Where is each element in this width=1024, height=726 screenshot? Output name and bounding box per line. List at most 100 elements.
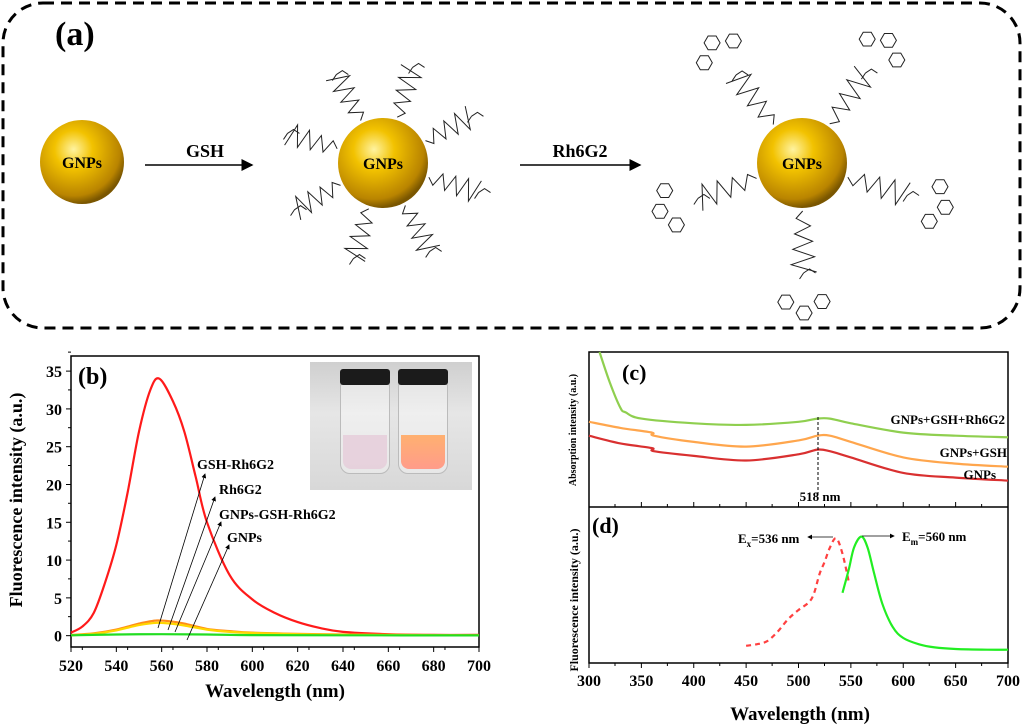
ligand-chain (325, 74, 365, 121)
x-tick-label: 600 (240, 658, 264, 675)
ligand-chain (392, 64, 423, 118)
ligand-chain (847, 173, 911, 207)
ligand-branch (693, 193, 711, 205)
aromatic-ring (931, 179, 949, 195)
series-gnps (588, 434, 1009, 482)
aromatic-ring (724, 33, 742, 49)
annotation-arrow (174, 521, 222, 633)
legend-gnps: GNPs (964, 467, 997, 482)
sphere-label-3: GNPs (782, 156, 822, 173)
plot-b-ticks: 520 540 560 580 600 620 640 660 680 700 0 5 10 15 20 25… (46, 351, 491, 675)
aromatic-ring (651, 203, 669, 219)
y-tick-label: 0 (54, 629, 62, 646)
x-tick-label: 660 (376, 658, 400, 675)
x-tick-label: 450 (734, 673, 758, 690)
arrow-gsh-label: GSH (186, 141, 224, 161)
ligand-chain (343, 208, 374, 262)
y-tick-label: 5 (54, 591, 62, 608)
annotation-arrow (157, 473, 207, 629)
x-tick-label: 580 (195, 658, 219, 675)
vial-fluorescent (398, 369, 448, 474)
ligand-chain (294, 181, 341, 221)
sphere-label-1: GNPs (62, 155, 102, 172)
aromatic-ring (695, 55, 713, 71)
gnp-sphere-2 (338, 118, 428, 208)
aromatic-ring (920, 213, 938, 229)
plot-b-xlabel: Wavelength (nm) (205, 681, 345, 702)
x-tick-label: 640 (331, 658, 355, 675)
plot-b-ylabel: Fluorescence intensity (a.u.) (6, 393, 27, 608)
x-tick-label: 550 (839, 673, 863, 690)
y-tick-label: 15 (46, 515, 62, 532)
dashed-border (1, 1, 1022, 330)
annotation-518nm: 518 nm (800, 489, 841, 504)
ligand-chain (425, 105, 472, 145)
ligand-chain (789, 210, 817, 273)
plot-d-ylabel: Fluorescence intensity (a.u.) (567, 528, 581, 671)
ligand-branch (425, 246, 442, 258)
annotation-arrow (167, 496, 216, 631)
panel-c-label: (c) (622, 360, 646, 385)
y-tick-label: 25 (46, 440, 62, 457)
series-emission (841, 535, 1009, 651)
panel-cd: 300 350 400 450 500 550 600 650 700 (c) (d) Abso… (567, 351, 1020, 725)
x-tick-label: 350 (629, 673, 653, 690)
x-tick-label: 520 (59, 658, 83, 675)
ligand-branch (290, 205, 307, 216)
ligand-branch (349, 253, 366, 265)
x-tick-label: 540 (104, 658, 128, 675)
plot-b-lines (70, 377, 480, 637)
plot-d-xlabel: Wavelength (nm) (730, 704, 870, 725)
ligand-branch (467, 111, 484, 123)
sphere-label-2: GNPs (363, 156, 403, 173)
aromatic-ring (879, 33, 897, 48)
ligand-branch (799, 268, 816, 280)
panel-b-label: (b) (78, 364, 107, 390)
annotation-arrow (186, 544, 230, 641)
aromatic-ring (703, 35, 721, 51)
aromatic-ring (777, 294, 795, 310)
panel-b: 520 540 560 580 600 620 640 660 680 700 0 5 10 15 20 25… (6, 351, 491, 702)
legend-gnps-gsh-rh6g2: GNPs+GSH+Rh6G2 (891, 412, 1006, 427)
plot-d-lines (745, 535, 1009, 651)
vials-photo-inset (310, 362, 472, 490)
ligand-branch (860, 68, 878, 80)
ligand-chain (701, 173, 757, 211)
x-tick-label: 600 (891, 673, 915, 690)
aromatic-ring (795, 305, 813, 321)
aromatic-ring (813, 294, 831, 309)
ligand-branch (731, 70, 749, 82)
ligand-branch (331, 69, 349, 81)
x-tick-label: 620 (286, 658, 310, 675)
y-tick-label: 30 (46, 402, 62, 419)
annotation-gnps-gsh-rh6g2: GNPs-GSH-Rh6G2 (219, 508, 336, 523)
aromatic-ring (936, 199, 954, 215)
annotation-rh6g2: Rh6G2 (219, 483, 262, 498)
panel-a: (a) GNPs GSH GNPs Rh6G2 GNPs (1, 1, 1022, 330)
gsh-rh6g2-structure (651, 31, 954, 321)
plot-cd-ticks: 300 350 400 450 500 550 600 650 700 (577, 502, 1020, 690)
panel-d-label: (d) (592, 513, 619, 538)
plot-b-frame (70, 355, 480, 648)
gnp-sphere-3 (757, 118, 847, 208)
x-tick-label: 700 (996, 673, 1020, 690)
panel-a-label: (a) (55, 16, 95, 53)
x-tick-label: 500 (787, 673, 811, 690)
series-gnps-gsh (588, 420, 1009, 468)
ligand-chain (829, 65, 872, 125)
ligand-branch (408, 62, 425, 74)
gsh-ligand-structure (283, 62, 491, 265)
arrow-rh6g2-label: Rh6G2 (552, 141, 607, 161)
aromatic-ring (656, 183, 674, 198)
plot-c-lines (588, 351, 1009, 482)
x-tick-label: 400 (682, 673, 706, 690)
x-tick-label: 650 (944, 673, 968, 690)
series-gsh-rh6g2 (70, 377, 480, 637)
annotation-gnps: GNPs (227, 531, 263, 546)
ligand-branch (902, 190, 920, 202)
x-tick-label: 700 (467, 658, 491, 675)
series-excitation (745, 537, 850, 647)
x-tick-label: 300 (577, 673, 601, 690)
x-tick-label: 680 (422, 658, 446, 675)
